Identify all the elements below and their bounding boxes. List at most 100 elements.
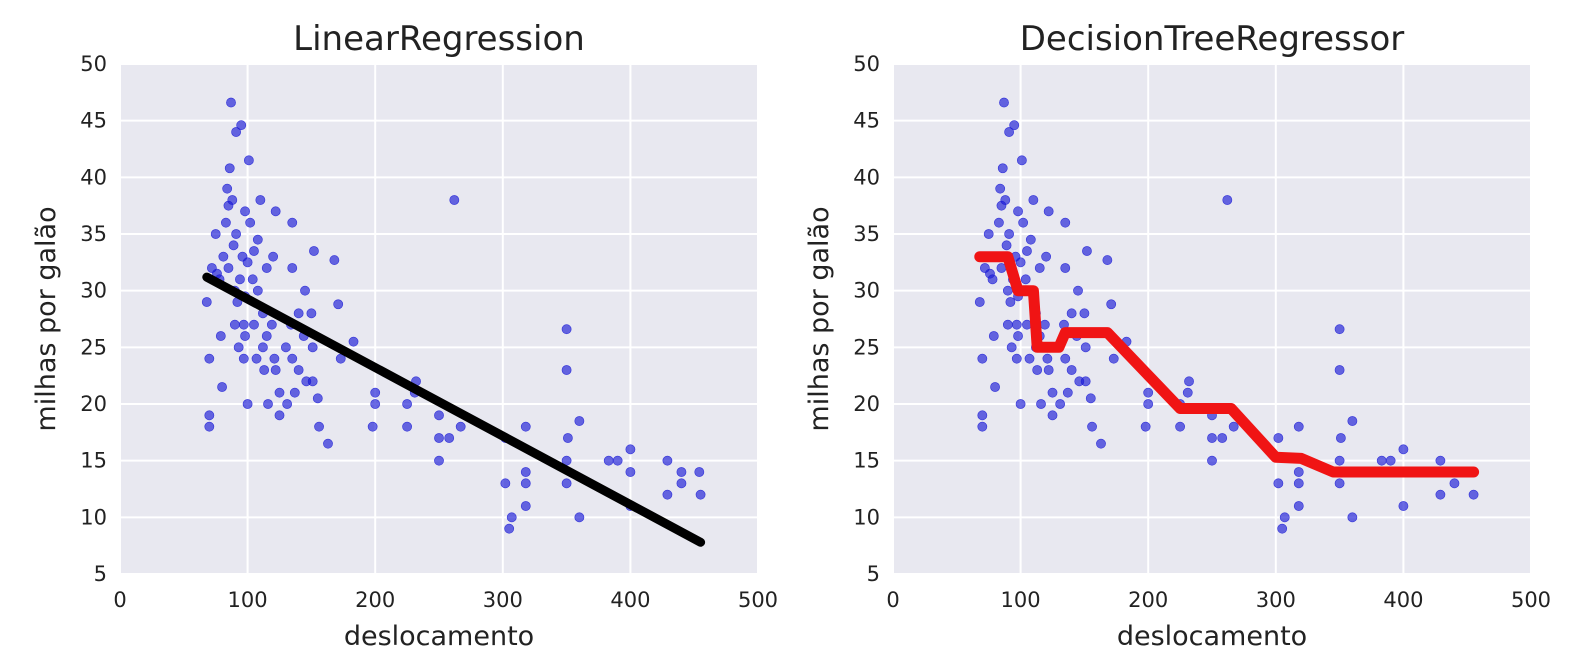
- data-point: [1334, 478, 1345, 489]
- data-point: [1013, 331, 1023, 341]
- data-point: [997, 163, 1008, 174]
- data-point: [314, 421, 324, 432]
- x-tick-labels: 0 100 200 300 400 500: [886, 588, 1551, 612]
- data-point: [444, 433, 455, 443]
- data-point: [1293, 478, 1304, 489]
- x-axis-label: deslocamento: [344, 621, 534, 652]
- data-point: [259, 365, 270, 375]
- regression-line: [202, 272, 706, 547]
- y-tick-label: 50: [80, 52, 107, 76]
- data-point: [694, 467, 705, 477]
- data-point: [242, 399, 253, 409]
- y-tick-label: 15: [80, 449, 107, 473]
- data-point: [1277, 523, 1288, 534]
- data-point: [625, 467, 636, 477]
- data-point: [1140, 421, 1151, 432]
- x-tick-label: 100: [1001, 588, 1041, 612]
- data-point: [1009, 120, 1020, 131]
- data-point: [1060, 217, 1071, 228]
- data-point: [983, 229, 994, 239]
- data-point: [222, 183, 233, 194]
- data-point: [217, 382, 227, 392]
- data-point: [1279, 512, 1290, 523]
- y-axis-label: milhas por galão: [31, 206, 62, 431]
- data-point: [287, 217, 298, 228]
- y-tick-label: 20: [80, 392, 107, 416]
- data-point: [561, 324, 572, 335]
- data-point: [402, 421, 412, 432]
- data-point: [434, 455, 444, 466]
- data-point: [280, 342, 291, 353]
- data-point: [1273, 478, 1284, 489]
- data-point: [1175, 421, 1185, 432]
- data-point: [1184, 376, 1194, 387]
- data-point: [309, 246, 319, 256]
- plot-area-background: [893, 64, 1531, 574]
- data-point: [1039, 319, 1050, 330]
- fit-line-layer: [202, 272, 706, 547]
- data-point: [242, 257, 253, 268]
- data-point: [1435, 489, 1446, 500]
- data-point: [370, 387, 381, 398]
- data-point: [1468, 489, 1479, 500]
- x-tick-labels: 0 100 200 300 400 500: [113, 588, 778, 612]
- data-point: [261, 331, 272, 341]
- data-point: [434, 433, 444, 443]
- data-point: [1293, 467, 1304, 477]
- data-point: [1004, 127, 1015, 137]
- y-tick-labels: 5 10 15 20 25 30 35 40 45 50: [80, 52, 107, 586]
- data-point: [1376, 455, 1387, 466]
- data-point: [1079, 308, 1090, 319]
- y-tick-label: 5: [94, 562, 107, 586]
- data-point: [233, 342, 244, 353]
- data-point: [1087, 421, 1097, 432]
- data-point: [210, 229, 221, 239]
- data-point: [221, 217, 231, 228]
- x-tick-label: 400: [610, 588, 650, 612]
- x-axis-label: deslocamento: [1117, 621, 1307, 652]
- data-point: [287, 263, 298, 273]
- data-point: [662, 489, 673, 500]
- y-tick-label: 15: [853, 449, 880, 473]
- prediction-line: [974, 251, 1480, 478]
- data-point: [1020, 274, 1031, 285]
- data-point: [218, 251, 229, 262]
- y-tick-labels: 5 10 15 20 25 30 35 40 45 50: [853, 52, 880, 586]
- y-tick-label: 10: [80, 505, 107, 529]
- data-point: [215, 331, 226, 341]
- data-point: [293, 365, 304, 375]
- x-tick-label: 200: [1128, 588, 1168, 612]
- data-point: [1041, 251, 1052, 262]
- data-point: [520, 421, 531, 432]
- data-point: [974, 297, 985, 307]
- data-point: [1036, 399, 1046, 409]
- y-tick-label: 25: [853, 335, 880, 359]
- data-point: [1018, 217, 1029, 228]
- data-point: [1000, 195, 1011, 205]
- data-point: [520, 478, 531, 489]
- data-point: [562, 433, 573, 443]
- data-point: [204, 421, 215, 432]
- data-point: [1108, 353, 1119, 364]
- data-point: [1449, 478, 1460, 489]
- data-point: [1047, 410, 1058, 421]
- data-point: [603, 455, 614, 466]
- data-point: [312, 393, 323, 404]
- y-tick-label: 25: [80, 335, 107, 359]
- data-point: [520, 501, 531, 511]
- data-point: [625, 444, 636, 455]
- data-point: [1062, 387, 1073, 398]
- data-point: [1334, 365, 1345, 375]
- x-tick-label: 300: [1256, 588, 1296, 612]
- data-point: [228, 240, 239, 251]
- data-point: [231, 127, 242, 137]
- data-point: [1080, 376, 1091, 387]
- data-point: [307, 376, 318, 387]
- data-point: [323, 438, 333, 449]
- data-point: [274, 410, 285, 421]
- data-point: [574, 416, 585, 426]
- data-point: [1042, 353, 1053, 364]
- data-point: [266, 319, 277, 330]
- data-point: [240, 331, 250, 341]
